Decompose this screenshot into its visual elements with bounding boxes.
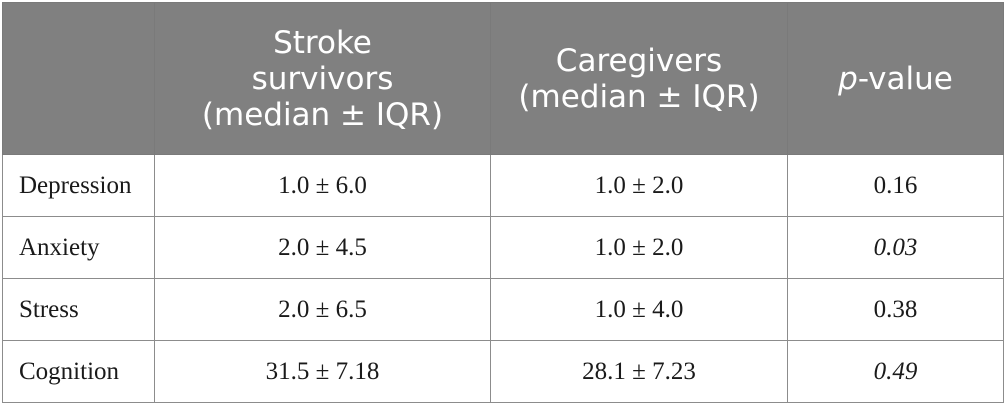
p-value: 0.38: [787, 278, 1004, 341]
table-body: Depression 1.0 ± 6.0 1.0 ± 2.0 0.16 Anxi…: [2, 154, 1004, 403]
results-table: Stroke survivors (median ± IQR) Caregive…: [2, 2, 1004, 403]
header-caregivers: Caregivers (median ± IQR): [490, 2, 788, 155]
header-line: Caregivers: [555, 42, 723, 79]
header-p-value: p-value: [787, 2, 1004, 155]
row-label: Stress: [2, 278, 155, 341]
header-line: (median ± IQR): [201, 96, 444, 133]
table-row: Anxiety 2.0 ± 4.5 1.0 ± 2.0 0.03: [2, 216, 1004, 279]
p-value: 0.16: [787, 154, 1004, 217]
header-empty-cell: [2, 2, 155, 155]
caregivers-value: 1.0 ± 2.0: [490, 154, 788, 217]
table-header: Stroke survivors (median ± IQR) Caregive…: [2, 2, 1004, 155]
header-line: (median ± IQR): [518, 78, 760, 115]
header-p-suffix: -value: [857, 60, 953, 97]
header-stroke-survivors: Stroke survivors (median ± IQR): [154, 2, 491, 155]
table-row: Stress 2.0 ± 6.5 1.0 ± 4.0 0.38: [2, 278, 1004, 341]
row-label: Cognition: [2, 340, 155, 403]
caregivers-value: 1.0 ± 4.0: [490, 278, 788, 341]
caregivers-value: 28.1 ± 7.23: [490, 340, 788, 403]
survivors-value: 2.0 ± 4.5: [154, 216, 491, 279]
header-row: Stroke survivors (median ± IQR) Caregive…: [2, 2, 1004, 155]
header-line: survivors: [251, 60, 394, 97]
table-row: Cognition 31.5 ± 7.18 28.1 ± 7.23 0.49: [2, 340, 1004, 403]
survivors-value: 1.0 ± 6.0: [154, 154, 491, 217]
header-line: Stroke: [273, 24, 372, 61]
row-label: Depression: [2, 154, 155, 217]
header-p-letter: p: [838, 60, 858, 97]
survivors-value: 2.0 ± 6.5: [154, 278, 491, 341]
p-value: 0.49: [787, 340, 1004, 403]
survivors-value: 31.5 ± 7.18: [154, 340, 491, 403]
caregivers-value: 1.0 ± 2.0: [490, 216, 788, 279]
row-label: Anxiety: [2, 216, 155, 279]
p-value: 0.03: [787, 216, 1004, 279]
table-row: Depression 1.0 ± 6.0 1.0 ± 2.0 0.16: [2, 154, 1004, 217]
